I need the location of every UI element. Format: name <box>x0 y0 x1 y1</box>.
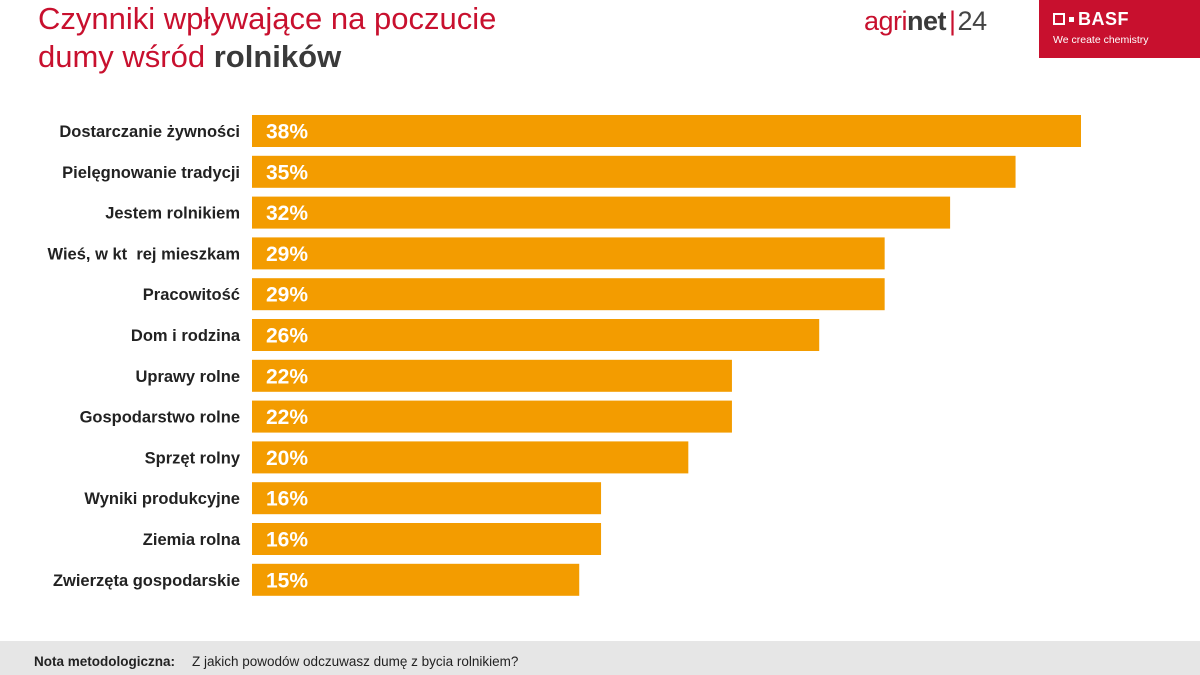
bar-8 <box>252 400 732 433</box>
value-label-10: 16% <box>266 488 308 511</box>
category-label-10: Wyniki produkcyjne <box>84 490 240 508</box>
category-label-8: Gospodarstwo rolne <box>80 409 240 427</box>
agrinet-logo: agrinet |24 <box>864 6 987 37</box>
category-label-2: Pielęgnowanie tradycji <box>62 164 240 182</box>
agrinet-logo-24: 24 <box>957 6 988 36</box>
bar-12 <box>252 563 580 596</box>
category-label-6: Dom i rodzina <box>131 327 241 345</box>
bar-11 <box>252 523 602 555</box>
basf-tagline: We create chemistry <box>1053 34 1149 46</box>
basf-square-icon <box>1053 13 1065 25</box>
bar-6 <box>252 319 820 351</box>
bar-1 <box>252 115 1081 147</box>
value-label-4: 29% <box>266 243 308 266</box>
value-label-8: 22% <box>266 406 308 429</box>
bar-chart: Dostarczanie żywności 38% Pielęgnowanie tr… <box>48 115 1081 596</box>
agrinet-logo-separator: | <box>949 6 956 36</box>
basf-brand: BASF <box>1078 8 1129 29</box>
methodology-footer: Nota metodologiczna: Z jakich powodów od… <box>0 641 1200 675</box>
methodology-label: Nota metodologiczna: <box>34 654 175 669</box>
value-label-2: 35% <box>266 161 308 184</box>
title-line-2-bold: rolników <box>213 39 342 74</box>
value-label-3: 32% <box>266 202 308 225</box>
category-label-7: Uprawy rolne <box>135 368 240 386</box>
value-label-12: 15% <box>266 569 308 592</box>
bar-9 <box>252 441 689 474</box>
basf-dot-icon <box>1069 16 1074 22</box>
title-line-2-regular: dumy wśród <box>38 39 214 74</box>
bar-3 <box>252 196 951 229</box>
category-label-1: Dostarczanie żywności <box>59 123 240 141</box>
agrinet-logo-net: net <box>907 6 947 36</box>
category-label-9: Sprzęt rolny <box>145 449 241 467</box>
title-line-1: Czynniki wpływające na poczucie <box>38 1 497 36</box>
value-label-1: 38% <box>266 121 308 144</box>
value-label-6: 26% <box>266 325 308 348</box>
methodology-question: Z jakich powodów odczuwasz dumę z bycia … <box>192 654 519 669</box>
category-label-4: Wieś, w kt rej mieszkam <box>48 245 240 263</box>
category-label-12: Zwierzęta gospodarskie <box>53 572 240 590</box>
bar-10 <box>252 482 602 515</box>
bar-7 <box>252 359 732 392</box>
page-title: Czynniki wpływające na poczucie dumy wśr… <box>38 0 658 76</box>
category-label-3: Jestem rolnikiem <box>105 205 240 223</box>
value-label-11: 16% <box>266 529 308 552</box>
basf-logo-row: BASF <box>1053 9 1129 29</box>
bar-4 <box>252 237 885 270</box>
category-label-11: Ziemia rolna <box>143 531 241 549</box>
title-line-2: dumy wśród rolników <box>38 38 658 76</box>
bar-2 <box>252 155 1016 188</box>
bar-5 <box>252 278 885 311</box>
value-label-7: 22% <box>266 365 308 388</box>
agrinet-logo-agri: agri <box>864 6 908 36</box>
basf-logo: BASF We create chemistry <box>1039 0 1200 58</box>
value-label-9: 20% <box>266 447 308 470</box>
value-label-5: 29% <box>266 284 308 307</box>
category-label-5: Pracowitość <box>143 286 240 304</box>
